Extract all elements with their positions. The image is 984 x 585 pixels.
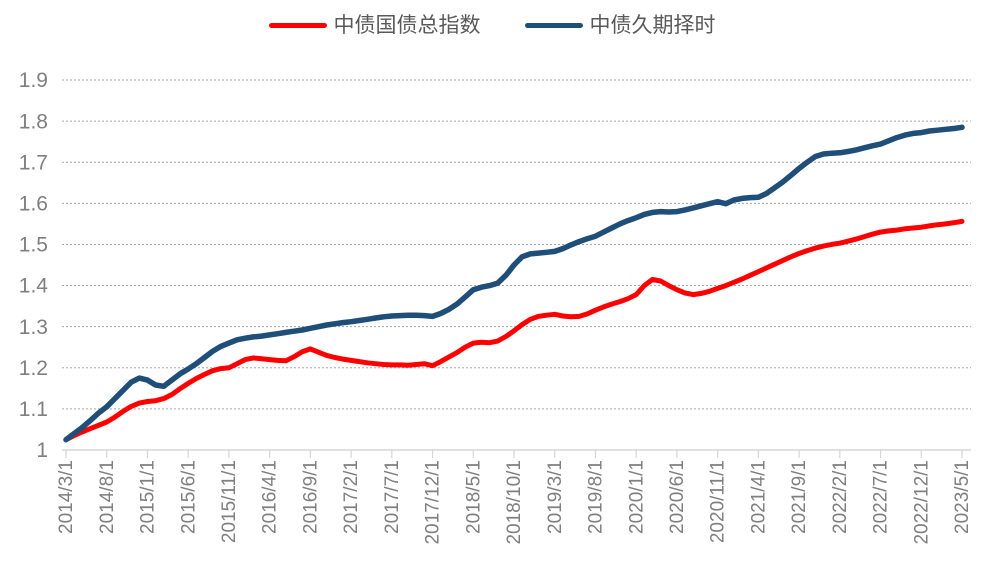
x-axis-tick-label: 2017/12/1 — [423, 460, 444, 545]
y-axis-tick-label: 1 — [36, 439, 48, 462]
series-line-duration-timing — [63, 124, 965, 443]
chart-legend: 中债国债总指数 中债久期择时 — [0, 13, 984, 38]
y-axis-tick-label: 1.6 — [19, 192, 48, 215]
x-axis-tick-label: 2015/11/1 — [219, 460, 240, 543]
x-axis-tick-label: 2022/12/1 — [911, 460, 932, 545]
y-axis-tick-label: 1.4 — [19, 275, 49, 298]
y-axis-tick-label: 1.9 — [19, 69, 48, 92]
y-axis-tick-label: 1.7 — [19, 151, 48, 174]
x-axis-tick-label: 2019/8/1 — [586, 460, 607, 534]
x-axis-tick-label: 2022/7/1 — [871, 460, 892, 534]
legend-label-treasury-total-index: 中债国债总指数 — [333, 14, 481, 37]
x-axis-tick-label: 2015/6/1 — [178, 460, 199, 534]
red-line-marker-icon — [268, 23, 327, 29]
y-axis-tick-label: 1.1 — [19, 398, 48, 421]
x-axis-tick-label: 2017/2/1 — [341, 460, 362, 534]
legend-item-duration-timing: 中债久期择时 — [524, 13, 716, 38]
legend-label-duration-timing: 中债久期择时 — [589, 14, 716, 37]
x-axis-tick-label: 2021/4/1 — [748, 460, 769, 534]
x-axis-tick-label: 2016/4/1 — [260, 460, 281, 534]
x-axis-tick-label: 2020/11/1 — [708, 460, 729, 543]
y-axis-tick-label: 1.2 — [19, 357, 48, 380]
x-axis-tick-label: 2023/5/1 — [952, 460, 973, 534]
x-axis-tick-label: 2018/5/1 — [463, 460, 484, 534]
x-axis-tick-label: 2015/1/1 — [138, 460, 159, 534]
series-line-treasury-total-index — [63, 218, 965, 443]
y-axis-tick-label: 1.5 — [19, 234, 48, 257]
x-axis-tick-label: 2018/10/1 — [504, 460, 525, 545]
y-axis-tick-label: 1.8 — [19, 110, 48, 133]
x-axis-tick-label: 2017/7/1 — [382, 460, 403, 534]
x-axis-tick-label: 2020/1/1 — [626, 460, 647, 534]
x-axis-tick-label: 2019/3/1 — [545, 460, 566, 534]
y-axis-tick-label: 1.3 — [19, 316, 48, 339]
x-axis-tick-label: 2014/3/1 — [56, 460, 77, 534]
legend-item-treasury-total-index: 中债国债总指数 — [268, 13, 481, 38]
x-axis-tick-label: 2016/9/1 — [300, 460, 321, 534]
x-axis-tick-label: 2022/2/1 — [830, 460, 851, 534]
blue-line-marker-icon — [524, 23, 583, 29]
x-axis-tick-label: 2021/9/1 — [789, 460, 810, 534]
x-axis-tick-label: 2020/6/1 — [667, 460, 688, 534]
x-axis-tick-label: 2014/8/1 — [97, 460, 118, 534]
